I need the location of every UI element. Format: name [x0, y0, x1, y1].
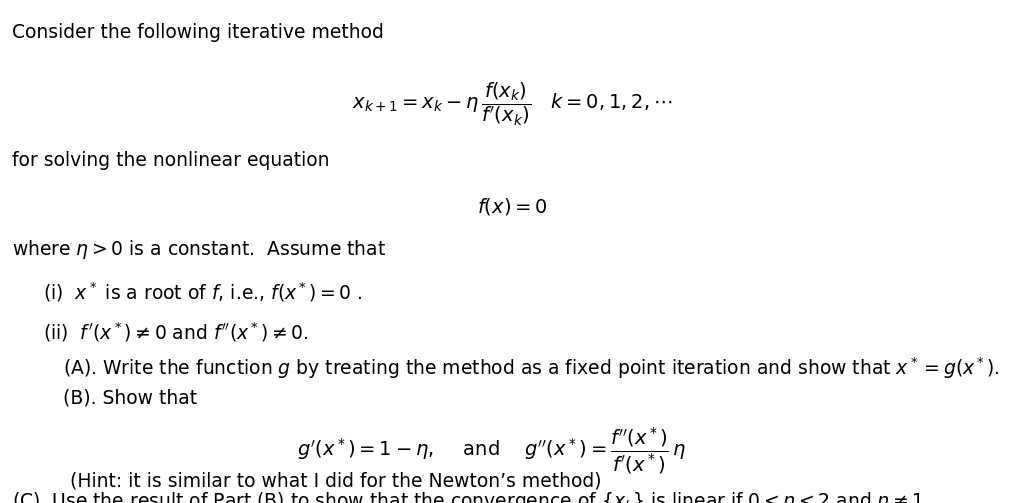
Text: $x_{k+1} = x_k - \eta\,\dfrac{f(x_k)}{f'(x_k)} \quad k = 0, 1, 2, \cdots$: $x_{k+1} = x_k - \eta\,\dfrac{f(x_k)}{f'… [352, 80, 672, 128]
Text: where $\eta > 0$ is a constant.  Assume that: where $\eta > 0$ is a constant. Assume t… [12, 238, 386, 261]
Text: (i)  $x^*$ is a root of $f$, i.e., $f(x^*) = 0$ .: (i) $x^*$ is a root of $f$, i.e., $f(x^*… [43, 280, 362, 304]
Text: $g'(x^*) = 1 - \eta, \quad$ and $\quad g''(x^*) = \dfrac{f''(x^*)}{f'(x^*)}\,\et: $g'(x^*) = 1 - \eta, \quad$ and $\quad g… [297, 425, 686, 475]
Text: (A). Write the function $g$ by treating the method as a fixed point iteration an: (A). Write the function $g$ by treating … [63, 356, 1000, 381]
Text: Consider the following iterative method: Consider the following iterative method [12, 23, 384, 42]
Text: for solving the nonlinear equation: for solving the nonlinear equation [12, 151, 330, 170]
Text: (C). Use the result of Part (B) to show that the convergence of $\{x_k\}$ is lin: (C). Use the result of Part (B) to show … [12, 490, 930, 503]
Text: (Hint: it is similar to what I did for the Newton’s method): (Hint: it is similar to what I did for t… [70, 472, 601, 491]
Text: (B). Show that: (B). Show that [63, 388, 198, 407]
Text: (ii)  $f'(x^*) \neq 0$ and $f''(x^*) \neq 0$.: (ii) $f'(x^*) \neq 0$ and $f''(x^*) \neq… [43, 320, 308, 344]
Text: $f(x) = 0$: $f(x) = 0$ [477, 196, 547, 217]
